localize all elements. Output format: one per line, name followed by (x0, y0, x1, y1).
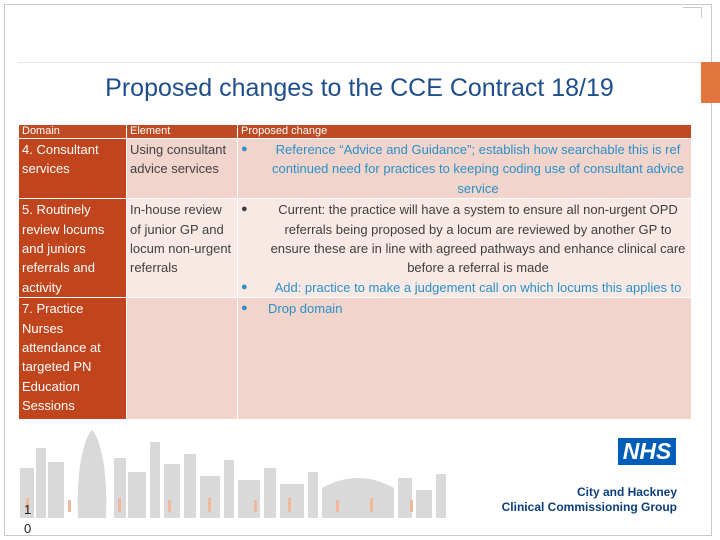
bullet-text: Drop domain (268, 301, 343, 317)
nhs-logo: NHS (618, 438, 676, 465)
header-element: Element (126, 124, 238, 139)
bullet-icon: ● (241, 143, 248, 155)
table-row: 7. Practice Nurses attendance at targete… (18, 297, 692, 420)
table-header-row: Domain Element Proposed change (18, 124, 692, 139)
table-row: 5. Routinely review locums and juniors r… (18, 198, 692, 299)
bullet-text: Reference “Advice and Guidance”; establi… (272, 142, 684, 196)
bullet-text: Add: practice to make a judgement call o… (274, 279, 682, 295)
domain-cell: 7. Practice Nurses attendance at targete… (18, 297, 127, 420)
slide-number: 1 0 (24, 502, 32, 536)
header-domain: Domain (18, 124, 127, 139)
proposed-changes-table: Domain Element Proposed change 4. Consul… (18, 124, 692, 420)
domain-cell: 4. Consultant services (18, 137, 127, 200)
header-proposed-change: Proposed change (237, 124, 692, 139)
element-cell: Using consultant advice services (126, 137, 238, 200)
bullet-icon: ● (241, 302, 248, 315)
element-cell: In-house review of junior GP and locum n… (126, 198, 238, 299)
table-row: 4. Consultant services Using consultant … (18, 137, 692, 200)
element-cell (126, 297, 238, 420)
bullet-icon: ● (241, 203, 248, 216)
change-cell: ● Reference “Advice and Guidance”; estab… (237, 137, 692, 200)
bullet-item: ● Reference “Advice and Guidance”; estab… (241, 140, 688, 198)
change-cell: ● Drop domain (237, 297, 692, 420)
slide-title: Proposed changes to the CCE Contract 18/… (105, 74, 614, 102)
bullet-item: ● Drop domain (241, 299, 688, 318)
title-box: Proposed changes to the CCE Contract 18/… (18, 62, 701, 104)
org-name-line2: Clinical Commissioning Group (501, 500, 677, 514)
change-cell: ● Current: the practice will have a syst… (237, 198, 692, 299)
bullet-item: ● Current: the practice will have a syst… (241, 200, 688, 278)
bullet-item: ● Add: practice to make a judgement call… (241, 278, 688, 297)
slide-frame (4, 4, 712, 536)
bullet-text: Current: the practice will have a system… (270, 202, 686, 276)
city-skyline-illustration (20, 430, 446, 518)
corner-decoration (683, 7, 702, 18)
domain-cell: 5. Routinely review locums and juniors r… (18, 198, 127, 299)
org-name-line1: City and Hackney (576, 485, 677, 499)
bullet-icon: ● (241, 280, 248, 293)
